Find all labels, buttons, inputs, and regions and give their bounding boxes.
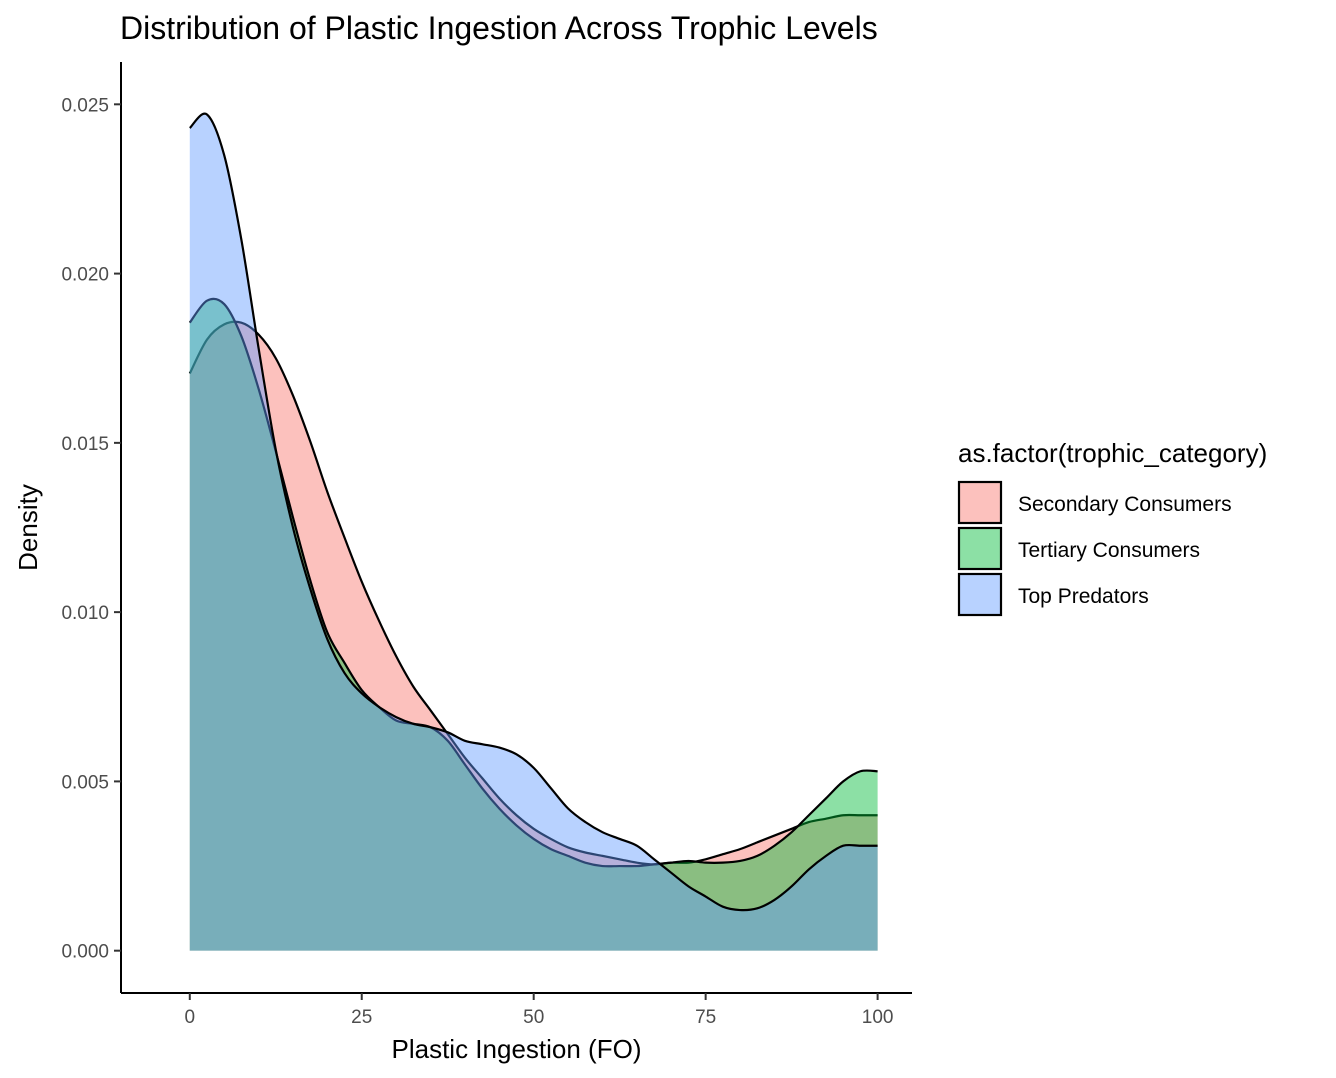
x-axis-title: Plastic Ingestion (FO) (392, 1034, 642, 1064)
legend-swatch-secondary-consumers (957, 480, 1003, 525)
legend-label-secondary-consumers: Secondary Consumers (1018, 493, 1232, 516)
legend-items: Secondary Consumers Tertiary Consumers Top… (957, 480, 1232, 617)
density-line-tertiary-consumers (188, 297, 878, 868)
y-tick-label: 0.015 (61, 434, 109, 455)
y-axis-ticks: 0.000 0.005 0.010 0.015 0.020 0.025 (61, 95, 121, 963)
legend-label-top-predators: Top Predators (1018, 585, 1149, 608)
density-area-secondary-consumers (189, 321, 878, 951)
density-areas (188, 112, 878, 951)
y-tick-label: 0.005 (61, 772, 109, 793)
density-area-tertiary-consumers (189, 298, 878, 951)
x-axis-ticks: 0 25 50 75 100 (184, 993, 893, 1028)
x-tick-label: 0 (184, 1007, 195, 1028)
x-tick-label: 100 (862, 1007, 894, 1028)
legend-title: as.factor(trophic_category) (958, 438, 1267, 468)
legend: as.factor(trophic_category) Secondary Co… (957, 438, 1267, 617)
plot-panel: 0.000 0.005 0.010 0.015 0.020 0.025 0 25 50 75 10… (61, 62, 912, 1028)
legend-swatch-top-predators (957, 572, 1003, 617)
chart-title: Distribution of Plastic Ingestion Across… (120, 10, 878, 46)
density-area-top-predators (189, 113, 878, 951)
y-tick-label: 0.020 (61, 265, 109, 286)
x-tick-label: 50 (523, 1007, 544, 1028)
y-tick-label: 0.010 (61, 603, 109, 624)
y-tick-label: 0.000 (61, 942, 109, 963)
y-tick-label: 0.025 (61, 95, 109, 116)
density-line-secondary-consumers (188, 320, 878, 866)
legend-swatch-tertiary-consumers (957, 526, 1003, 571)
x-tick-label: 25 (351, 1007, 372, 1028)
y-axis-title: Density (13, 484, 43, 571)
x-tick-label: 75 (695, 1007, 716, 1028)
density-line-top-predators (188, 112, 878, 912)
legend-label-tertiary-consumers: Tertiary Consumers (1018, 539, 1200, 562)
